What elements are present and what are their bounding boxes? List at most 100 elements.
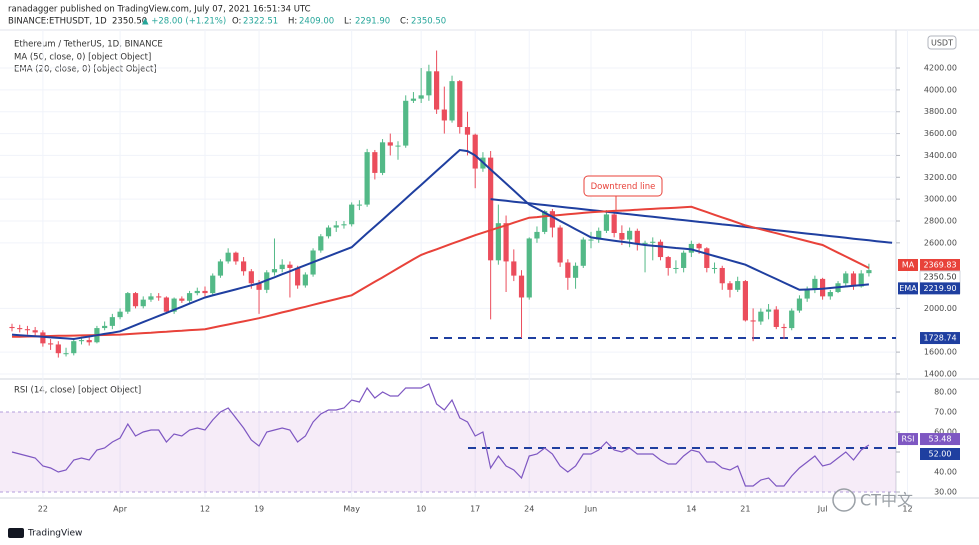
candle-body (40, 332, 46, 344)
candle-body (194, 290, 200, 294)
candle-body (580, 239, 586, 266)
watermark-icon (832, 488, 856, 512)
candle-body (302, 274, 308, 286)
candle-body (387, 142, 393, 146)
x-tick-label: 19 (254, 505, 264, 514)
candle-body (364, 152, 370, 205)
candle-body (24, 329, 31, 331)
candle-body (325, 227, 332, 237)
y-tick-label: 3000.00 (924, 195, 957, 204)
rsi-level-value-box (920, 448, 960, 460)
candle-body (109, 317, 115, 326)
ohlc-value: 2409.00 (299, 17, 334, 27)
candle-body (287, 264, 293, 268)
ohlc-key: H: (288, 17, 297, 27)
x-tick-label: Jun (584, 505, 598, 514)
candle-body (418, 95, 424, 99)
candle-body (673, 267, 679, 269)
candle-body (233, 252, 239, 262)
candle-body (55, 344, 61, 354)
candle-body (812, 278, 818, 290)
candle-body (511, 261, 517, 276)
candle-body (356, 204, 362, 206)
x-tick-label: May (343, 505, 360, 514)
indicator-line (11, 148, 869, 341)
ohlc-value: 2322.51 (243, 17, 278, 27)
candle-body (48, 343, 54, 345)
candle-body (295, 267, 301, 286)
y-tick-label: 3600.00 (924, 129, 957, 138)
candle-body (457, 81, 463, 128)
candle-body (820, 278, 826, 297)
annotation-box (583, 175, 663, 197)
unit-box (927, 35, 957, 50)
candle-body (472, 134, 478, 169)
candle-body (179, 298, 185, 301)
candle-body (9, 326, 15, 329)
candle-body (549, 211, 555, 228)
candle-body (727, 283, 733, 290)
ema-tag-box (898, 282, 918, 295)
candle-body (565, 262, 571, 278)
candle-body (657, 241, 664, 258)
candle-body (773, 309, 779, 327)
candle-body (202, 290, 208, 294)
change: ▲ +28.00 (+1.21%) (142, 17, 226, 27)
y-tick-label: 2000.00 (924, 304, 957, 313)
candle-body (495, 223, 501, 261)
ohlc-key: C: (400, 17, 409, 27)
candle-body (735, 281, 741, 290)
candle-body (796, 298, 803, 311)
candle-body (688, 243, 694, 253)
y-tick-label: 30.00 (934, 488, 957, 497)
y-tick-label: 80.00 (934, 388, 957, 397)
price: 2350.50 (112, 17, 147, 27)
candle-body (850, 273, 857, 287)
ema-value: 2219.90 (923, 284, 956, 293)
y-tick-label: 2600.00 (924, 238, 957, 247)
annotation: Downtrend line (591, 182, 656, 192)
candle-body (410, 98, 417, 101)
rsi-value-box (920, 433, 960, 446)
x-tick-label: Apr (113, 505, 128, 514)
candle-body (140, 299, 146, 307)
candle-body (78, 340, 85, 342)
candle-body (341, 224, 347, 226)
candle-body (789, 310, 795, 329)
candle-body (186, 293, 193, 301)
candle-body (403, 100, 409, 146)
candle-body (750, 320, 756, 322)
candle-body (719, 267, 725, 284)
ohlc-value: 2350.50 (411, 17, 446, 27)
candle-body (395, 145, 401, 147)
candle-body (518, 275, 525, 298)
candle-body (271, 269, 278, 273)
candle-body (225, 252, 231, 262)
candle-body (542, 211, 548, 232)
candle-body (534, 231, 540, 239)
candle-body (372, 152, 378, 173)
candle-body (704, 248, 710, 268)
indicator-line (11, 205, 870, 338)
candle-body (603, 214, 610, 231)
ma-value: 2369.83 (923, 260, 956, 269)
ohlc-key: L: (344, 17, 352, 27)
candle-body (426, 71, 432, 96)
candle-body (596, 230, 602, 240)
y-tick-label: 40.00 (934, 468, 957, 477)
candle-body (866, 270, 872, 274)
candle-body (526, 238, 532, 298)
x-tick-label: 12 (902, 505, 912, 514)
watermark: CT中文 (832, 488, 913, 512)
candle-body (63, 353, 69, 355)
candle-body (781, 326, 787, 329)
candle-body (210, 275, 216, 294)
watermark-text: CT中文 (860, 491, 913, 510)
ohlc: O: 2322.51 H: 2409.00 L: 2291.90 C: 2350.50 (232, 17, 446, 27)
candle-body (503, 223, 509, 262)
candle-body (71, 341, 77, 354)
brand-logo (8, 528, 24, 538)
candle-body (572, 265, 579, 278)
x-tick-label: 12 (200, 505, 210, 514)
